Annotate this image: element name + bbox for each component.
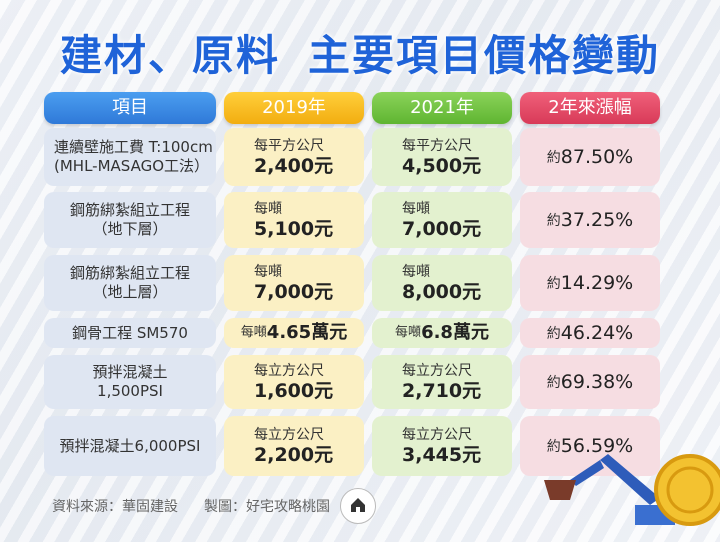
row-2021-1: 每噸 7,000元 (372, 192, 512, 248)
row-2021-0: 每平方公尺 4,500元 (372, 128, 512, 186)
unit-2021: 每噸 (402, 264, 430, 280)
row-item-1: 鋼筋綁紮組立工程 （地下層） (44, 192, 216, 248)
unit-2021: 每噸 (395, 325, 422, 340)
row-item-line1: 鋼筋綁紮組立工程 (69, 201, 190, 219)
row-item-line2: (MHL-MASAGO工法） (54, 157, 210, 175)
row-item-4: 預拌混凝土 1,500PSI (44, 355, 216, 409)
price-2019: 5,100元 (254, 218, 334, 240)
gold-coin-icon (654, 454, 720, 526)
row-2019-3: 每噸 4.65萬元 (224, 318, 364, 348)
row-item-line1: 鋼骨工程 SM570 (72, 323, 188, 342)
price-2021: 7,000元 (402, 218, 482, 240)
unit-2019: 每平方公尺 (254, 138, 324, 154)
rise-prefix: 約 (546, 439, 561, 455)
row-item-line1: 預拌混凝土 (92, 363, 168, 381)
price-2019: 4.65萬元 (266, 322, 348, 343)
row-item-5: 預拌混凝土6,000PSI (44, 416, 216, 476)
rise-value: 46.24% (560, 322, 634, 344)
price-2019: 1,600元 (254, 380, 334, 402)
row-rise-0: 約 87.50% (520, 128, 660, 186)
row-2021-4: 每立方公尺 2,710元 (372, 355, 512, 409)
row-item-0: 連續壁施工費 T:100cm (MHL-MASAGO工法） (44, 128, 216, 186)
row-item-line1: 預拌混凝土6,000PSI (59, 436, 201, 455)
row-rise-1: 約 37.25% (520, 192, 660, 248)
footer-made-by: 製圖：好宅攻略桃園 (204, 499, 330, 515)
rise-value: 37.25% (560, 209, 634, 231)
row-2019-2: 每噸 7,000元 (224, 255, 364, 311)
rise-prefix: 約 (546, 150, 561, 166)
price-2019: 2,200元 (254, 444, 334, 466)
row-item-line1: 連續壁施工費 T:100cm (54, 138, 213, 156)
rise-value: 14.29% (560, 272, 634, 294)
unit-2021: 每平方公尺 (402, 138, 472, 154)
rise-value: 56.59% (560, 435, 634, 457)
title-part1: 建材、原料 (59, 31, 280, 80)
unit-2019: 每噸 (254, 201, 282, 217)
unit-2019: 每噸 (254, 264, 282, 280)
row-item-line1: 鋼筋綁紮組立工程 (69, 264, 190, 282)
unit-2021: 每噸 (402, 201, 430, 217)
row-2021-3: 每噸 6.8萬元 (372, 318, 512, 348)
row-2019-0: 每平方公尺 2,400元 (224, 128, 364, 186)
row-rise-4: 約 69.38% (520, 355, 660, 409)
title-part2: 主要項目價格變動 (308, 31, 661, 80)
rise-value: 69.38% (560, 371, 634, 393)
price-2019: 7,000元 (254, 281, 334, 303)
header-2019: 2019年 (224, 92, 364, 124)
row-rise-2: 約 14.29% (520, 255, 660, 311)
footer-source: 資料來源：華固建設 (52, 499, 178, 515)
row-item-line2: （地上層） (92, 283, 168, 301)
excavator-arm (600, 454, 660, 505)
rise-prefix: 約 (546, 213, 561, 229)
header-rise: 2年來漲幅 (520, 92, 660, 124)
price-2021: 2,710元 (402, 380, 482, 402)
unit-2019: 每立方公尺 (254, 427, 324, 443)
row-rise-5: 約 56.59% (520, 416, 660, 476)
unit-2021: 每立方公尺 (402, 427, 472, 443)
brand-logo (340, 488, 376, 524)
row-2021-2: 每噸 8,000元 (372, 255, 512, 311)
rise-value: 87.50% (560, 146, 634, 168)
unit-2019: 每噸 (240, 325, 267, 340)
rise-prefix: 約 (546, 326, 561, 342)
rise-prefix: 約 (546, 375, 561, 391)
price-2021: 4,500元 (402, 155, 482, 177)
row-item-2: 鋼筋綁紮組立工程 （地上層） (44, 255, 216, 311)
row-item-line2: （地下層） (92, 220, 168, 238)
row-2019-5: 每立方公尺 2,200元 (224, 416, 364, 476)
row-item-3: 鋼骨工程 SM570 (44, 318, 216, 348)
house-logo-icon (351, 498, 365, 512)
rise-prefix: 約 (546, 276, 561, 292)
gold-coin-inner (666, 466, 714, 514)
price-2021: 8,000元 (402, 281, 482, 303)
price-2019: 2,400元 (254, 155, 334, 177)
excavator-coin-illustration (544, 454, 720, 526)
price-2021: 6.8萬元 (421, 322, 489, 343)
row-2021-5: 每立方公尺 3,445元 (372, 416, 512, 476)
row-2019-1: 每噸 5,100元 (224, 192, 364, 248)
row-2019-4: 每立方公尺 1,600元 (224, 355, 364, 409)
page-title: 建材、原料 主要項目價格變動 (0, 22, 720, 83)
header-item: 項目 (44, 92, 216, 124)
excavator-arm-lower (570, 460, 604, 486)
excavator-bucket (544, 480, 576, 500)
unit-2019: 每立方公尺 (254, 363, 324, 379)
header-2021: 2021年 (372, 92, 512, 124)
price-2021: 3,445元 (402, 444, 482, 466)
row-item-line2: 1,500PSI (97, 382, 163, 400)
unit-2021: 每立方公尺 (402, 363, 472, 379)
footer: 資料來源：華固建設 製圖：好宅攻略桃園 (52, 496, 356, 516)
row-rise-3: 約 46.24% (520, 318, 660, 348)
